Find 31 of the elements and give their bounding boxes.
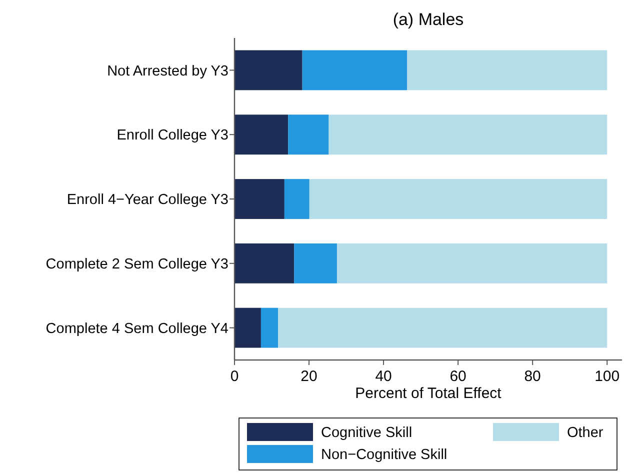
bar [234, 179, 284, 219]
x-tick-label: 100 [594, 368, 620, 385]
y-tick-label: Enroll College Y3 [116, 128, 228, 144]
chart-title: (a) Males [392, 10, 464, 29]
x-tick-label: 40 [375, 368, 392, 385]
y-tick-label: Complete 4 Sem College Y4 [46, 320, 228, 337]
bar [234, 308, 261, 348]
y-tick-label: Not Arrested by Y3 [107, 63, 228, 80]
legend-label: Cognitive Skill [321, 425, 412, 442]
bar [294, 243, 337, 284]
bar [407, 50, 608, 90]
x-tick-label: 80 [524, 368, 541, 385]
legend-label: Non−Cognitive Skill [321, 447, 448, 464]
bar [309, 179, 608, 219]
bar [278, 308, 608, 348]
legend-label: Other [567, 425, 604, 442]
y-tick-label: Complete 2 Sem College Y3 [46, 256, 228, 272]
bar [234, 243, 294, 284]
y-tick-label: Enroll 4−Year College Y3 [66, 192, 228, 208]
bar [260, 308, 278, 348]
x-tick-label: 60 [450, 368, 466, 385]
bar [234, 114, 288, 155]
x-tick-label: 0 [230, 368, 239, 385]
bar [336, 243, 608, 284]
x-axis-title: Percent of Total Effect [355, 385, 502, 402]
bar [328, 114, 608, 155]
x-tick-label: 20 [300, 368, 318, 385]
bar [288, 114, 329, 155]
bar [302, 50, 408, 90]
bar [284, 179, 310, 219]
bar [234, 50, 302, 90]
